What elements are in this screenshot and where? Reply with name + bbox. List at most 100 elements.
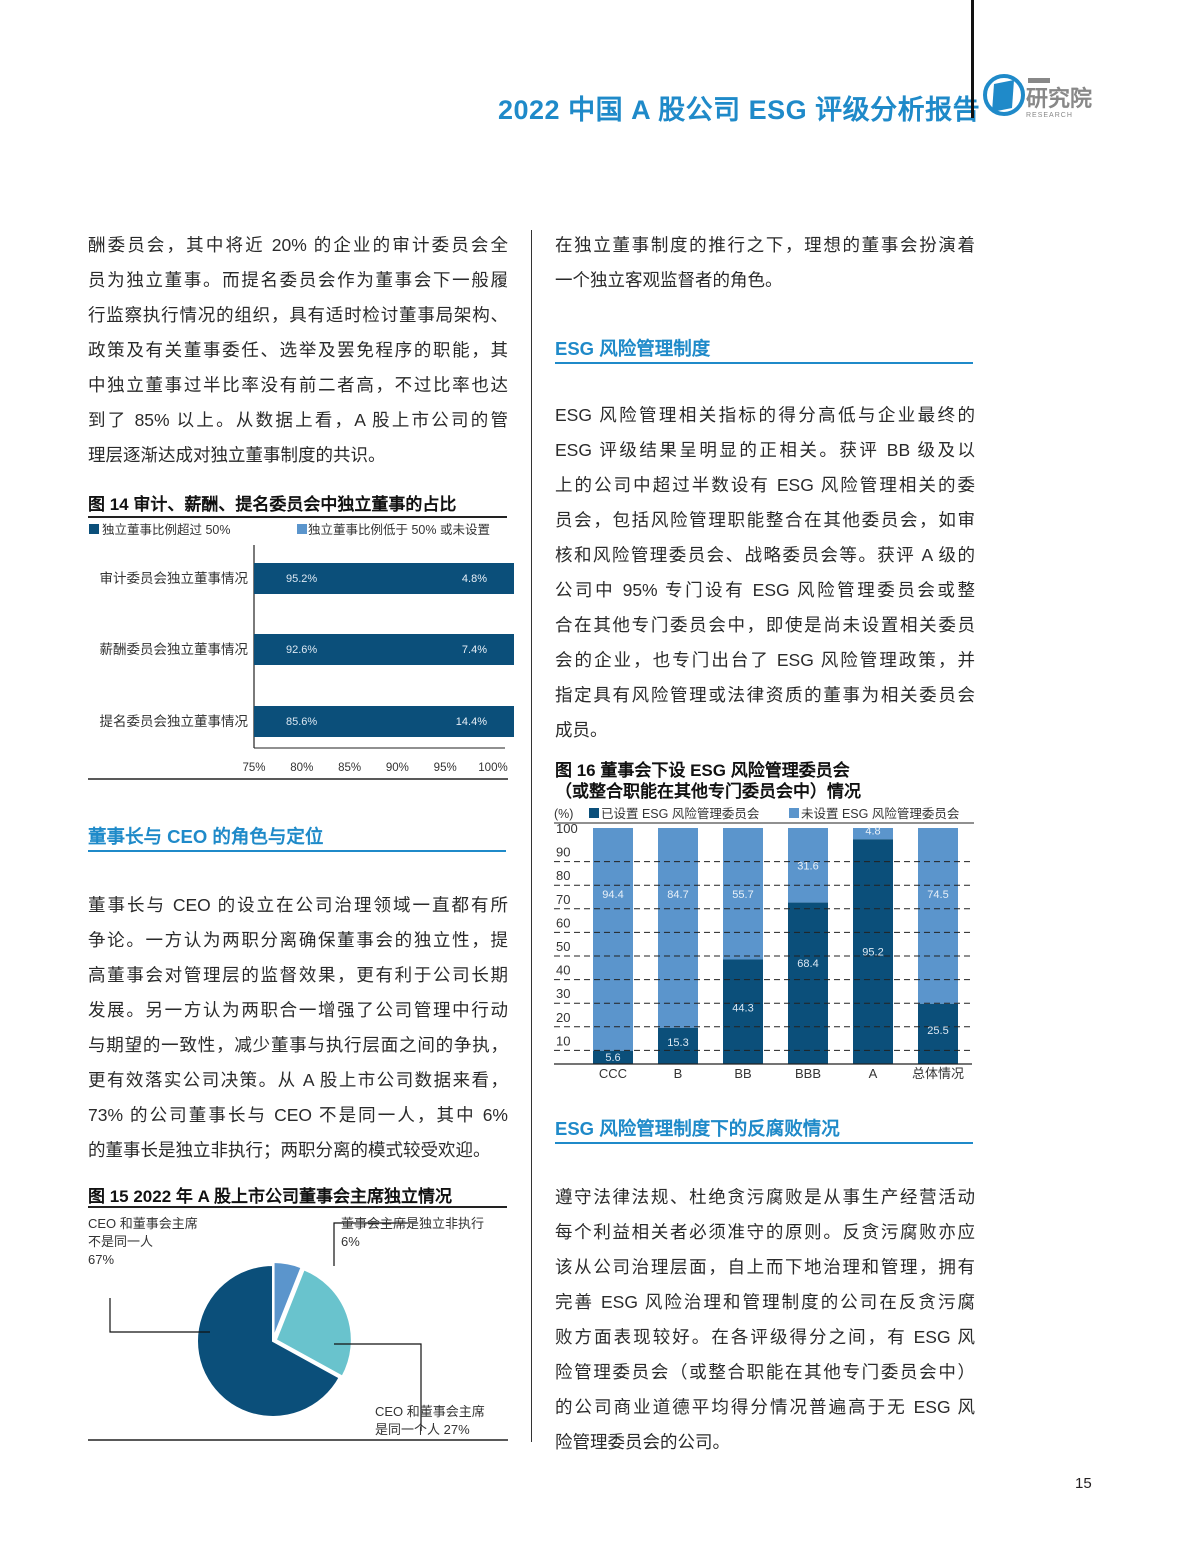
- x-tick-label: 100%: [478, 762, 507, 774]
- svg-text:研究院: 研究院: [1026, 86, 1092, 111]
- leader-line: [334, 1343, 422, 1431]
- bar-segment-not-set: [593, 828, 633, 1051]
- x-category-label: CCC: [599, 1066, 627, 1081]
- text-line: 理层逐渐达成对独立董事制度的共识。: [88, 445, 386, 465]
- report-title: 2022 中国 A 股公司 ESG 评级分析报告: [498, 95, 981, 125]
- text-line: 73% 的公司董事长与 CEO 不是同一人，其中 6%: [88, 1105, 508, 1125]
- y-tick-label: 100: [556, 821, 578, 836]
- pie-annotation: 67%: [88, 1252, 114, 1267]
- legend-label: 未设置 ESG 风险管理委员会: [801, 806, 960, 821]
- text-line: 上的公司中超过半数设有 ESG 风险管理相关的委: [555, 475, 975, 495]
- text-line: 指定具有风险管理或法律资质的董事为相关委员会: [555, 685, 975, 705]
- data-label-not-set: 84.7: [667, 889, 688, 901]
- x-tick-label: 80%: [290, 762, 313, 774]
- data-label: 7.4%: [462, 644, 487, 656]
- category-label: 提名委员会独立董事情况: [100, 714, 249, 729]
- figure-16-title: 图 16 董事会下设 ESG 风险管理委员会 （或整合职能在其他专门委员会中）情…: [555, 760, 861, 802]
- bar-segment-set: [918, 1003, 958, 1064]
- data-label: 95.2%: [286, 573, 317, 585]
- text-line: 在独立董事制度的推行之下，理想的董事会扮演着: [555, 235, 975, 255]
- y-tick-label: 60: [556, 915, 570, 930]
- text-line: 公司中 95% 专门设有 ESG 风险管理委员会或整: [555, 580, 975, 600]
- bar-segment-set: [723, 959, 763, 1064]
- text-line: 每个利益相关者必须准守的原则。反贪污腐败亦应: [555, 1222, 975, 1242]
- x-tick-label: 75%: [242, 762, 265, 774]
- data-label-not-set: 4.8: [865, 826, 880, 838]
- data-label-set: 68.4: [797, 958, 818, 970]
- bar-segment-not-set: [788, 828, 828, 903]
- section-heading-esg-risk: ESG 风险管理制度: [555, 334, 973, 364]
- text-line: 更有效落实公司决策。从 A 股上市公司数据来看，: [88, 1070, 508, 1090]
- figure-rule: [88, 1206, 507, 1208]
- data-label-not-set: 94.4: [602, 889, 623, 901]
- text-line: 发展。另一方认为两职合一增强了公司管理中行动: [88, 1000, 508, 1020]
- research-institute-logo: 研究院 RESEARCH: [983, 74, 1092, 119]
- right-paragraph-3: 遵守法律法规、杜绝贪污腐败是从事生产经营活动 每个利益相关者必须准守的原则。反贪污…: [555, 1180, 975, 1460]
- pie-annotation: 不是同一人: [88, 1234, 153, 1249]
- text-line: 遵守法律法规、杜绝贪污腐败是从事生产经营活动: [555, 1187, 975, 1207]
- data-label-set: 15.3: [667, 1037, 688, 1049]
- figure-16-title-line-1: 图 16 董事会下设 ESG 风险管理委员会: [555, 761, 850, 780]
- text-line: 险管理委员会的公司。: [555, 1432, 730, 1452]
- x-category-label: BB: [734, 1066, 751, 1081]
- text-line: 的公司商业道德平均得分情况普遍高于无 ESG 风: [555, 1397, 975, 1417]
- legend-swatch-light: [789, 808, 799, 818]
- x-category-label: 总体情况: [912, 1066, 964, 1081]
- page-number: 15: [1075, 1475, 1092, 1492]
- bar-segment-majority: [254, 634, 514, 665]
- y-unit-label: (%): [554, 807, 573, 821]
- bar-segment-set: [658, 1027, 698, 1064]
- bar-segment-majority: [254, 563, 514, 594]
- data-label: 85.6%: [286, 716, 317, 728]
- pie-annotation: 董事会主席是独立非执行: [341, 1216, 484, 1231]
- text-line: 到了 85% 以上。从数据上看，A 股上市公司的管: [88, 410, 508, 430]
- legend-swatch-dark: [589, 808, 599, 818]
- text-line: 险管理委员会（或整合职能在其他专门委员会中）: [555, 1362, 975, 1382]
- x-tick-label: 90%: [386, 762, 409, 774]
- pie-annotation: CEO 和董事会主席: [88, 1216, 198, 1231]
- text-line: 员为独立董事。而提名委员会作为董事会下一般履: [88, 270, 508, 290]
- text-line: 与期望的一致性，减少董事与执行层面之间的争执，: [88, 1035, 508, 1055]
- text-line: 酬委员会，其中将近 20% 的企业的审计委员会全: [88, 235, 508, 255]
- y-tick-label: 20: [556, 1010, 570, 1025]
- x-category-label: BBB: [795, 1066, 821, 1081]
- data-label-not-set: 31.6: [797, 860, 818, 872]
- data-label-set: 95.2: [862, 947, 883, 959]
- y-tick-label: 90: [556, 845, 570, 860]
- y-tick-label: 70: [556, 892, 570, 907]
- header-divider: [971, 0, 974, 118]
- left-paragraph-2: 董事长与 CEO 的设立在公司治理领域一直都有所 争论。一方认为两职分离确保董事会…: [88, 888, 508, 1168]
- x-category-label: B: [674, 1066, 683, 1081]
- data-label-set: 44.3: [732, 1003, 753, 1015]
- data-label-set: 5.6: [605, 1052, 620, 1064]
- text-line: 高董事会对管理层的监督效果，更有利于公司长期: [88, 965, 508, 985]
- legend-label: 独立董事比例超过 50%: [102, 522, 231, 537]
- y-tick-label: 50: [556, 939, 570, 954]
- pie-slice: [196, 1263, 341, 1418]
- text-line: 中独立董事过半比率没有前二者高，不过比率也达: [88, 375, 508, 395]
- bar-segment-not-set: [723, 828, 763, 960]
- data-label-not-set: 55.7: [732, 889, 753, 901]
- right-paragraph-2: ESG 风险管理相关指标的得分高低与企业最终的 ESG 评级结果呈明显的正相关。获…: [555, 398, 975, 748]
- bar-segment-set: [593, 1050, 633, 1064]
- text-line: 合在其他专门委员会中，即使是尚未设置相关委员: [555, 615, 975, 635]
- left-paragraph-1: 酬委员会，其中将近 20% 的企业的审计委员会全 员为独立董事。而提名委员会作为董…: [88, 228, 508, 473]
- legend-label: 已设置 ESG 风险管理委员会: [601, 806, 760, 821]
- pie-annotation: 是同一个人 27%: [375, 1422, 470, 1437]
- legend-swatch-light: [297, 524, 307, 534]
- text-line: 行监察执行情况的组织，具有适时检讨董事局架构、: [88, 305, 508, 325]
- text-line: 成员。: [555, 720, 608, 740]
- bar-segment-not-set: [853, 828, 893, 840]
- data-label-not-set: 74.5: [927, 889, 948, 901]
- text-line: 政策及有关董事委任、选举及罢免程序的职能，其: [88, 340, 508, 360]
- text-line: ESG 风险管理相关指标的得分高低与企业最终的: [555, 405, 975, 425]
- svg-text:RESEARCH: RESEARCH: [1026, 112, 1073, 119]
- figure-14-chart: 独立董事比例超过 50% 独立董事比例低于 50% 或未设置审计委员会独立董事情况…: [88, 522, 514, 780]
- figure-16-title-line-2: （或整合职能在其他专门委员会中）情况: [555, 782, 861, 801]
- y-tick-label: 40: [556, 963, 570, 978]
- section-heading-anticorruption: ESG 风险管理制度下的反腐败情况: [555, 1114, 973, 1144]
- pie-annotation: 6%: [341, 1234, 360, 1249]
- data-label: 92.6%: [286, 644, 317, 656]
- x-tick-label: 85%: [338, 762, 361, 774]
